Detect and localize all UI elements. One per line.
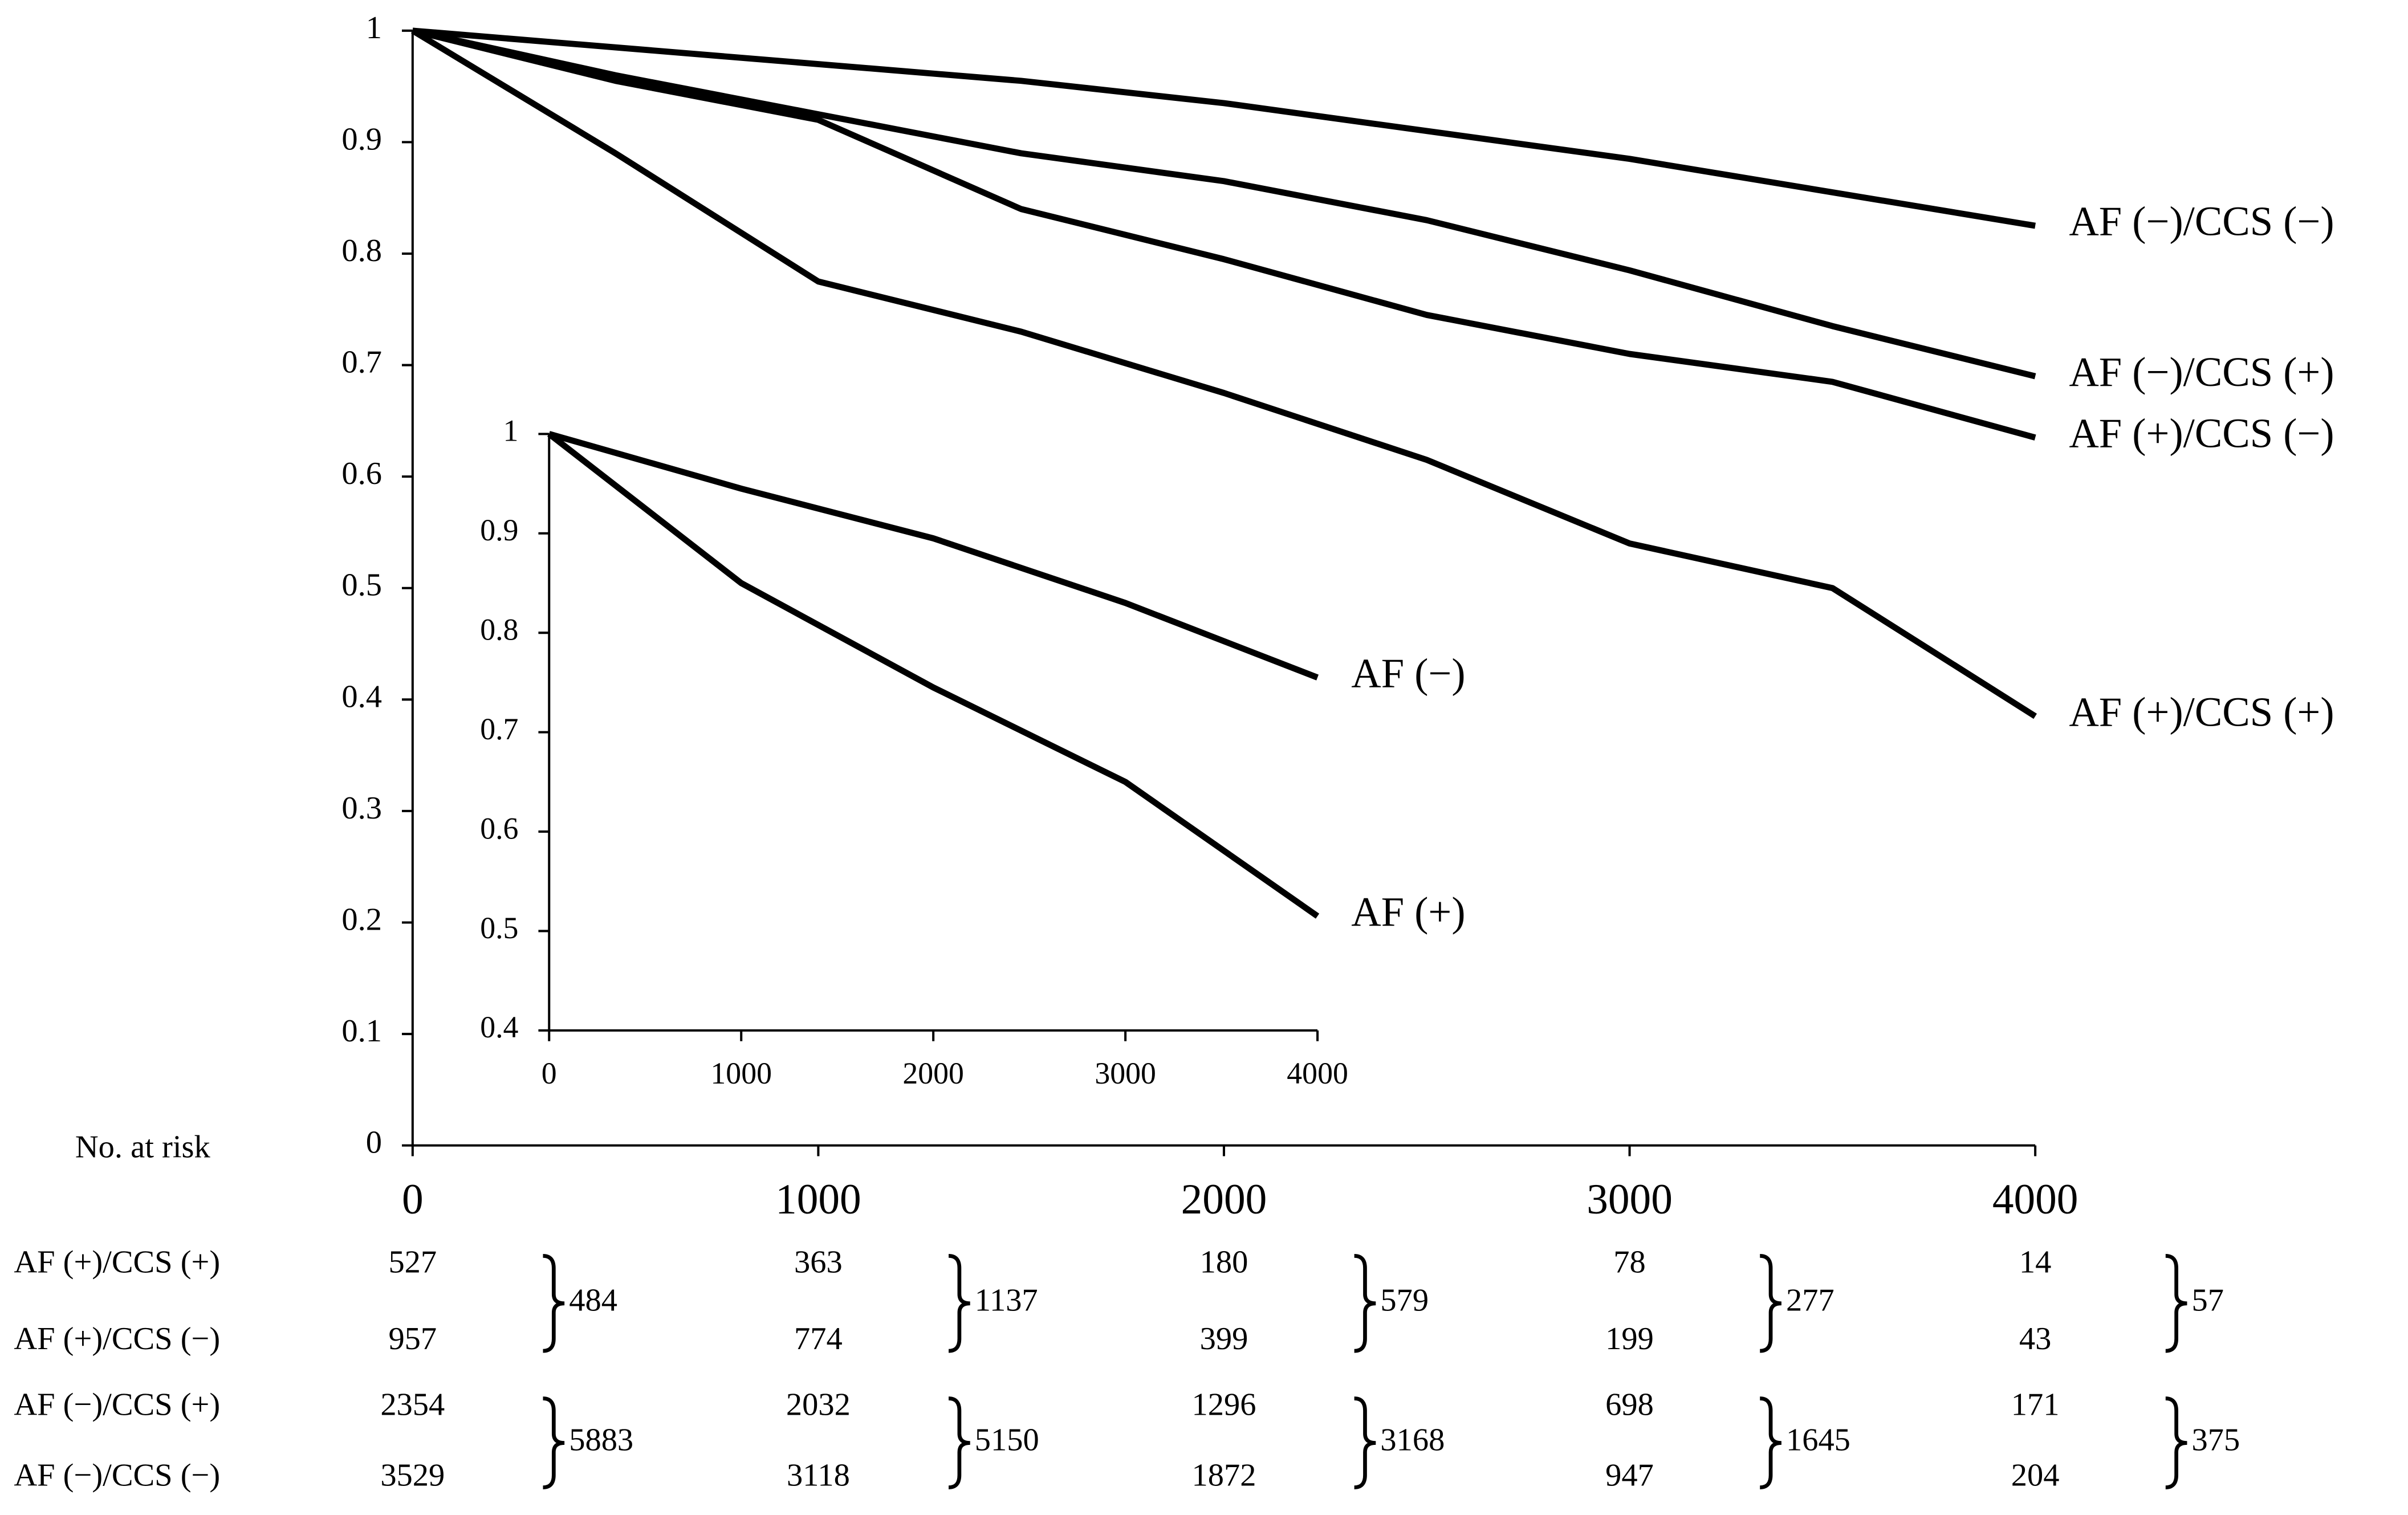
risk-value: 3118 xyxy=(787,1457,850,1493)
brace xyxy=(948,1253,970,1353)
risk-row-label: AF (−)/CCS (−) xyxy=(14,1457,220,1493)
risk-value: 698 xyxy=(1605,1387,1654,1423)
risk-value: 947 xyxy=(1605,1457,1654,1493)
x-tick-label: 1000 xyxy=(710,1056,772,1090)
pair-total: 3168 xyxy=(1380,1423,1445,1458)
brace xyxy=(948,1396,970,1489)
risk-value: 363 xyxy=(794,1244,843,1280)
y-tick-label: 1 xyxy=(503,414,519,448)
risk-row-label: AF (+)/CCS (+) xyxy=(14,1244,220,1280)
y-tick-label: 0.4 xyxy=(341,679,382,714)
y-tick-label: 0.3 xyxy=(341,791,382,826)
risk-value: 399 xyxy=(1200,1321,1248,1357)
risk-value: 1296 xyxy=(1191,1387,1256,1423)
x-tick-label: 2000 xyxy=(902,1056,964,1090)
y-tick-label: 0.8 xyxy=(341,233,382,268)
risk-value: 1872 xyxy=(1191,1457,1256,1493)
risk-value: 527 xyxy=(388,1244,437,1280)
risk-value: 3529 xyxy=(380,1457,445,1493)
y-tick-label: 0.2 xyxy=(341,902,382,937)
x-tick-label: 0 xyxy=(402,1176,424,1223)
survival-curve xyxy=(412,27,2036,441)
y-tick-label: 0.5 xyxy=(480,911,518,945)
risk-value: 204 xyxy=(2011,1457,2060,1493)
survival-curve xyxy=(548,431,1319,681)
series-label: AF (+) xyxy=(1351,889,1465,935)
series-label: AF (+)/CCS (+) xyxy=(2069,689,2334,735)
survival-curve xyxy=(412,27,2036,229)
x-tick-label: 1000 xyxy=(775,1176,861,1223)
risk-row-label: AF (−)/CCS (+) xyxy=(14,1387,220,1423)
brace xyxy=(543,1253,565,1353)
y-tick-label: 0.4 xyxy=(480,1010,518,1044)
y-tick-label: 0.6 xyxy=(341,456,382,491)
series-label: AF (−)/CCS (+) xyxy=(2069,349,2334,395)
risk-value: 2032 xyxy=(786,1387,851,1423)
risk-table-title: No. at risk xyxy=(75,1130,211,1165)
survival-curve xyxy=(412,27,2036,380)
y-tick-label: 0.7 xyxy=(480,712,518,746)
pair-total: 57 xyxy=(2192,1283,2224,1318)
y-tick-label: 0.9 xyxy=(480,513,518,547)
y-tick-label: 0.7 xyxy=(341,345,382,380)
pair-total: 484 xyxy=(569,1283,617,1318)
pair-total: 579 xyxy=(1380,1283,1429,1318)
x-tick-label: 4000 xyxy=(1992,1176,2078,1223)
risk-value: 957 xyxy=(388,1321,437,1357)
y-tick-label: 0.1 xyxy=(341,1013,382,1049)
series-label: AF (−) xyxy=(1351,650,1465,696)
brace xyxy=(1354,1253,1376,1353)
x-tick-label: 3000 xyxy=(1587,1176,1673,1223)
risk-value: 2354 xyxy=(380,1387,445,1423)
x-tick-label: 0 xyxy=(542,1056,557,1090)
pair-total: 277 xyxy=(1786,1283,1835,1318)
brace xyxy=(1354,1396,1376,1489)
risk-value: 78 xyxy=(1613,1244,1645,1280)
y-tick-label: 0.6 xyxy=(480,811,518,845)
risk-row-label: AF (+)/CCS (−) xyxy=(14,1321,220,1357)
survival-curve xyxy=(547,431,1320,919)
brace xyxy=(2165,1253,2187,1353)
risk-value: 774 xyxy=(794,1321,843,1357)
pair-total: 5150 xyxy=(975,1423,1039,1458)
y-tick-label: 0.9 xyxy=(341,121,382,157)
y-tick-label: 0.8 xyxy=(480,613,518,647)
x-tick-label: 3000 xyxy=(1095,1056,1156,1090)
risk-value: 180 xyxy=(1200,1244,1248,1280)
brace xyxy=(543,1396,565,1489)
series-label: AF (−)/CCS (−) xyxy=(2069,198,2334,245)
brace xyxy=(2165,1396,2187,1489)
pair-total: 1645 xyxy=(1786,1423,1850,1458)
x-tick-label: 4000 xyxy=(1287,1056,1348,1090)
y-tick-label: 1 xyxy=(366,10,382,46)
risk-value: 199 xyxy=(1605,1321,1654,1357)
brace xyxy=(1760,1396,1782,1489)
x-tick-label: 2000 xyxy=(1181,1176,1267,1223)
y-tick-label: 0.5 xyxy=(341,568,382,603)
survival-curve xyxy=(411,28,2037,719)
pair-total: 1137 xyxy=(975,1283,1038,1318)
y-tick-label: 0 xyxy=(366,1125,382,1160)
brace xyxy=(1760,1253,1782,1353)
series-label: AF (+)/CCS (−) xyxy=(2069,410,2334,456)
risk-value: 171 xyxy=(2011,1387,2060,1423)
pair-total: 375 xyxy=(2192,1423,2240,1458)
risk-value: 14 xyxy=(2019,1244,2051,1280)
pair-total: 5883 xyxy=(569,1423,633,1458)
risk-value: 43 xyxy=(2019,1321,2051,1357)
